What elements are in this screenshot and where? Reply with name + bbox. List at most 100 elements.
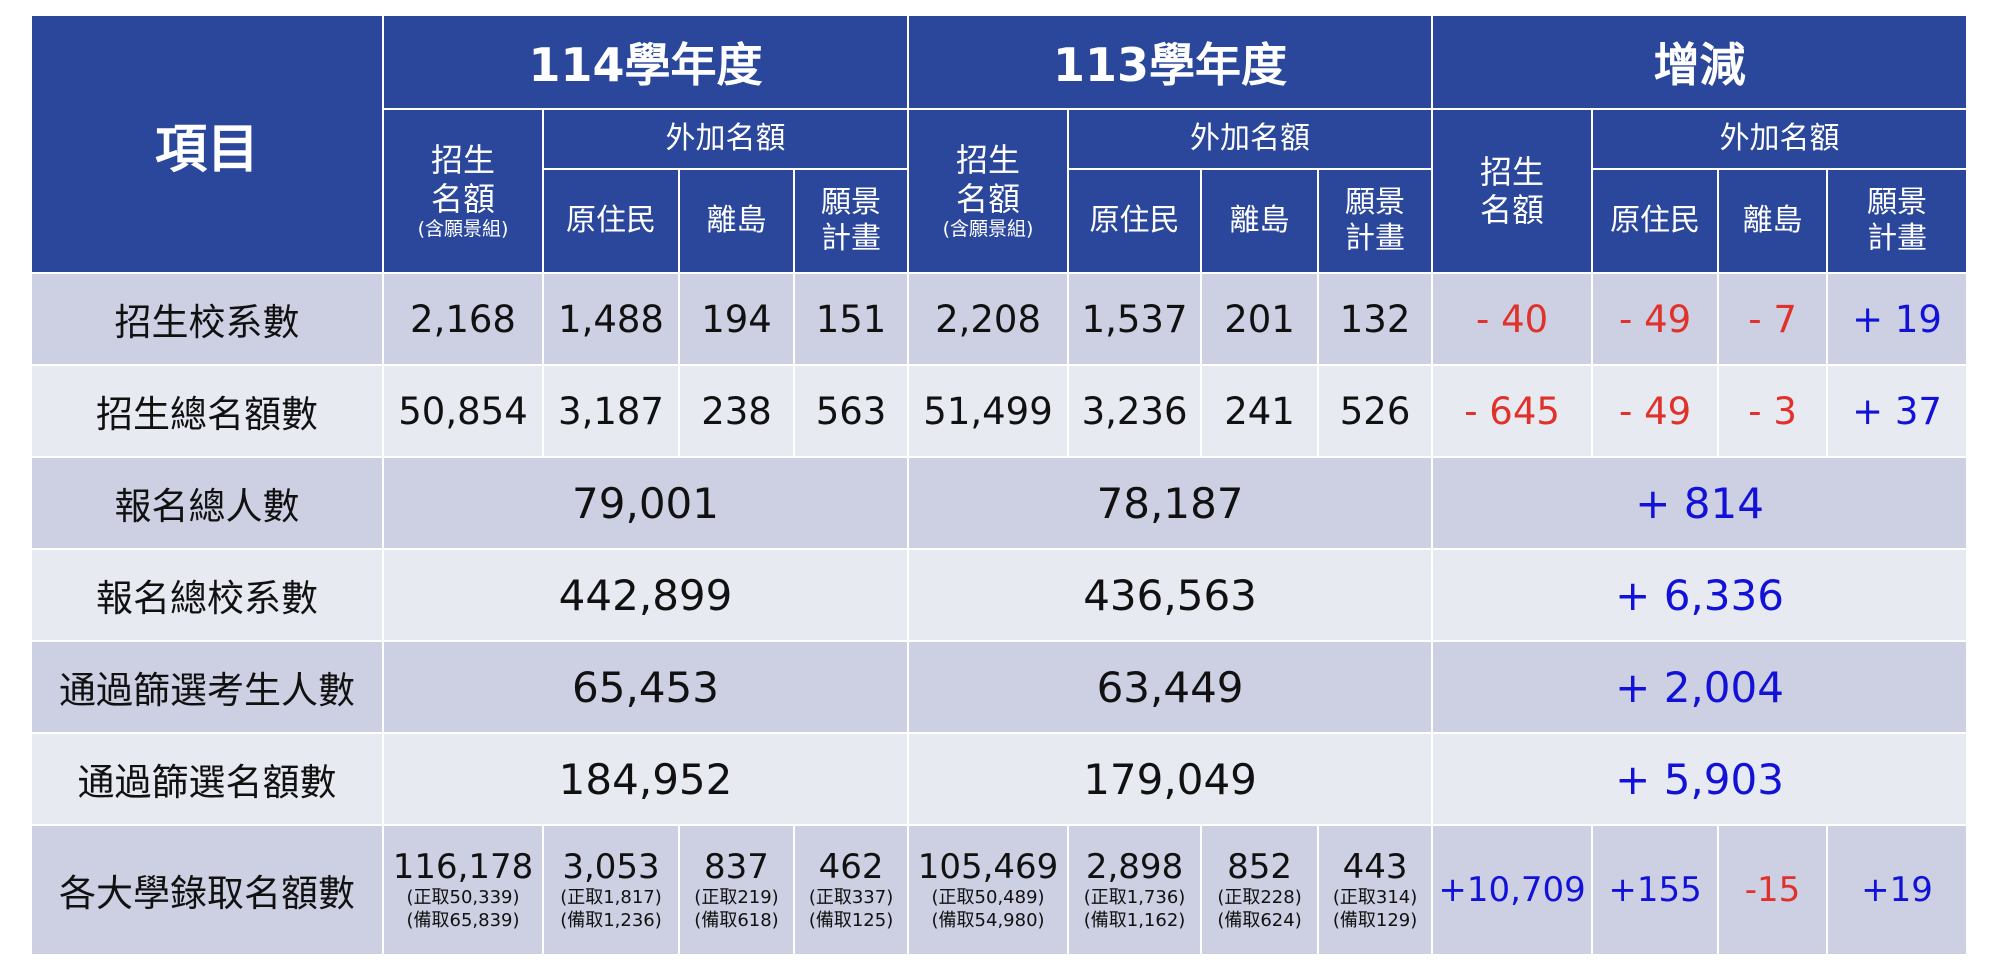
admitted-regular: (正取50,489) <box>931 887 1045 909</box>
cell-change-total: + 5,903 <box>1431 732 1969 826</box>
cell-113-total: 436,563 <box>907 548 1434 642</box>
cell-113-total: 63,449 <box>907 640 1434 734</box>
admitted-regular: (正取50,339) <box>406 887 520 909</box>
admitted-regular: (正取228) <box>1217 887 1302 909</box>
header-indigenous-114: 原住民 <box>542 168 680 274</box>
admitted-waitlist: (備取65,839) <box>406 909 520 931</box>
admitted-waitlist: (備取1,162) <box>1083 909 1186 931</box>
table-row: 通過篩選名額數 184,952 179,049 + 5,903 <box>30 732 1969 826</box>
cell-113-island: 852 (正取228) (備取624) <box>1200 824 1320 956</box>
vision-line2: 計畫 <box>821 221 882 256</box>
cell-change-quota: +10,709 <box>1431 824 1594 956</box>
cell-113-total: 179,049 <box>907 732 1434 826</box>
header-vision-change: 願景 計畫 <box>1826 168 1969 274</box>
admitted-total: 3,053 <box>562 846 660 887</box>
table-row: 各大學錄取名額數 116,178 (正取50,339) (備取65,839) 3… <box>30 824 1969 956</box>
header-quota-113: 招生 名額 (含願景組) <box>907 108 1070 274</box>
header-extra-change: 外加名額 <box>1591 108 1969 170</box>
header-extra-114: 外加名額 <box>541 108 910 170</box>
cell-change-indigenous: +155 <box>1591 824 1720 956</box>
header-year-113: 113學年度 <box>907 14 1434 110</box>
cell-114-island: 837 (正取219) (備取618) <box>678 824 795 956</box>
row-label: 招生總名額數 <box>30 364 384 458</box>
cell-change-indigenous: - 49 <box>1591 364 1720 458</box>
cell-change-indigenous: - 49 <box>1591 272 1720 366</box>
cell-114-quota: 2,168 <box>382 272 544 366</box>
admitted-regular: (正取219) <box>694 887 779 909</box>
admitted-regular: (正取314) <box>1332 887 1418 909</box>
cell-114-island: 194 <box>678 272 795 366</box>
quota-label-line2: 名額 <box>1480 191 1545 229</box>
cell-113-indigenous: 2,898 (正取1,736) (備取1,162) <box>1067 824 1203 956</box>
cell-114-island: 238 <box>678 364 795 458</box>
cell-change-quota: - 40 <box>1431 272 1594 366</box>
header-island-114: 離島 <box>678 168 795 274</box>
cell-113-quota: 105,469 (正取50,489) (備取54,980) <box>907 824 1070 956</box>
admitted-waitlist: (備取624) <box>1217 909 1302 931</box>
quota-label-line1: 招生 <box>430 141 495 180</box>
cell-114-vision: 462 (正取337) (備取125) <box>792 824 910 956</box>
cell-change-quota: - 645 <box>1431 364 1594 458</box>
row-label: 招生校系數 <box>30 272 384 366</box>
vision-line2: 計畫 <box>1345 221 1406 256</box>
cell-113-quota: 51,499 <box>907 364 1070 458</box>
header-quota-114: 招生 名額 (含願景組) <box>382 108 544 274</box>
vision-line2: 計畫 <box>1867 221 1928 256</box>
admitted-waitlist: (備取1,236) <box>560 909 662 931</box>
vision-line1: 願景 <box>1867 185 1928 220</box>
cell-114-total: 65,453 <box>381 640 910 734</box>
row-label: 通過篩選名額數 <box>30 732 384 826</box>
row-label: 報名總校系數 <box>30 548 384 642</box>
admitted-total: 116,178 <box>392 846 534 887</box>
admitted-total: 443 <box>1342 846 1408 887</box>
header-island-change: 離島 <box>1717 168 1829 274</box>
cell-113-quota: 2,208 <box>907 272 1070 366</box>
table-row: 通過篩選考生人數 65,453 63,449 + 2,004 <box>30 640 1969 734</box>
cell-change-island: -15 <box>1717 824 1829 956</box>
header-row-extra: 招生 名額 (含願景組) 外加名額 招生 名額 (含願景組) 外加名額 招生 名… <box>31 108 1969 274</box>
header-row-sub: 原住民 離島 願景 計畫 原住民 離島 願景 計畫 原住民 離島 願景 計畫 <box>31 168 1969 274</box>
cell-change-island: - 7 <box>1717 272 1829 366</box>
header-change: 增減 <box>1431 14 1969 110</box>
table-row: 招生校系數 2,168 1,488 194 151 2,208 1,537 20… <box>30 272 1969 366</box>
cell-114-quota: 116,178 (正取50,339) (備取65,839) <box>382 824 544 956</box>
header-vision-114: 願景 計畫 <box>792 168 910 274</box>
header-indigenous-113: 原住民 <box>1067 168 1203 274</box>
quota-label-line2: 名額 <box>956 179 1021 218</box>
cell-113-indigenous: 3,236 <box>1067 364 1203 458</box>
cell-114-vision: 563 <box>792 364 910 458</box>
row-label: 各大學錄取名額數 <box>30 824 384 956</box>
table-row: 報名總校系數 442,899 436,563 + 6,336 <box>30 548 1969 642</box>
cell-113-island: 201 <box>1200 272 1320 366</box>
quota-label-line1: 招生 <box>956 141 1021 180</box>
cell-113-vision: 526 <box>1317 364 1434 458</box>
header-extra-113: 外加名額 <box>1067 108 1434 170</box>
admission-statistics-table: 項目 114學年度 113學年度 增減 招生 名額 (含願景組) 外加名額 招生… <box>30 14 1969 956</box>
admitted-regular: (正取1,736) <box>1083 887 1186 909</box>
cell-114-indigenous: 3,053 (正取1,817) (備取1,236) <box>542 824 680 956</box>
row-label: 報名總人數 <box>30 456 384 550</box>
admitted-regular: (正取337) <box>808 887 894 909</box>
admitted-total: 105,469 <box>917 846 1059 887</box>
admitted-waitlist: (備取129) <box>1332 909 1418 931</box>
cell-change-vision: +19 <box>1826 824 1969 956</box>
header-item: 項目 <box>30 14 384 274</box>
header-vision-113: 願景 計畫 <box>1317 168 1434 274</box>
admitted-total: 462 <box>818 846 884 887</box>
admitted-waitlist: (備取54,980) <box>931 909 1045 931</box>
cell-114-indigenous: 1,488 <box>542 272 680 366</box>
header-row-years: 項目 114學年度 113學年度 增減 <box>30 14 1969 274</box>
row-label: 通過篩選考生人數 <box>30 640 384 734</box>
quota-label-line1: 招生 <box>1480 152 1545 191</box>
quota-label-line2: 名額 <box>430 179 495 218</box>
cell-change-total: + 814 <box>1431 456 1969 550</box>
cell-114-total: 184,952 <box>381 732 910 826</box>
table-row: 招生總名額數 50,854 3,187 238 563 51,499 3,236… <box>30 364 1969 458</box>
cell-113-total: 78,187 <box>907 456 1434 550</box>
admitted-total: 837 <box>704 846 769 887</box>
cell-change-vision: + 19 <box>1826 272 1969 366</box>
quota-note: (含願景組) <box>942 217 1034 240</box>
admitted-total: 852 <box>1227 846 1292 887</box>
header-quota-change: 招生 名額 <box>1431 108 1594 274</box>
cell-113-vision: 443 (正取314) (備取129) <box>1317 824 1434 956</box>
